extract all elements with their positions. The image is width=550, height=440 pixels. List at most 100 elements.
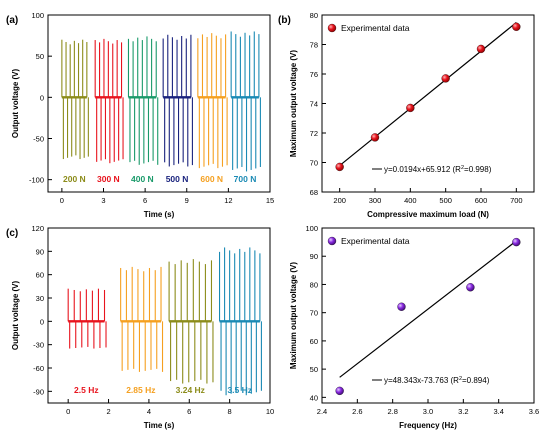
- x-tick-label: 0: [60, 196, 64, 205]
- data-point: [512, 22, 521, 31]
- burst-500-n: 500 N: [162, 34, 193, 184]
- burst-700-n: 700 N: [230, 31, 261, 184]
- data-point: [466, 283, 475, 292]
- burst-400-n: 400 N: [127, 36, 159, 184]
- panel-c-time-series: 0 2 4 6 8 10 -90 -60 -30 0 30 60 90 120 Time (s) Output…: [6, 224, 274, 430]
- burst-label: 200 N: [63, 174, 86, 184]
- x-tick-label: 6: [143, 196, 147, 205]
- y-tick-label: 78: [310, 41, 318, 50]
- x-tick-label: 3.6: [529, 407, 539, 416]
- y-tick-label: 40: [310, 393, 318, 402]
- x-tick-label: 2.4: [317, 407, 327, 416]
- y-tick-label: 30: [36, 294, 44, 303]
- burst-label: 700 N: [234, 174, 257, 184]
- fit-line: [339, 240, 517, 378]
- x-tick-label: 4: [147, 407, 151, 416]
- x-tick-label: 300: [369, 196, 382, 205]
- burst-label: 3.24 Hz: [176, 385, 205, 395]
- y-tick-label: 72: [310, 129, 318, 138]
- y-tick-label: -60: [33, 364, 44, 373]
- burst-label: 400 N: [131, 174, 154, 184]
- y-tick-label: 0: [40, 317, 44, 326]
- y-tick-label: 50: [36, 52, 44, 61]
- legend-marker: [327, 23, 337, 33]
- data-point: [441, 74, 450, 83]
- burst-label: 2.85 Hz: [126, 385, 155, 395]
- x-tick-label: 8: [228, 407, 232, 416]
- panel-label: (a): [6, 15, 18, 26]
- y-tick-label: 120: [31, 224, 44, 233]
- panel-d-frequency-vs-voltage: 2.4 2.6 2.8 3.0 3.2 3.4 3.6 40 50 60 70 80 90 100 Freq…: [289, 224, 539, 430]
- burst-label: 600 N: [200, 174, 223, 184]
- x-axis-label: Time (s): [144, 421, 175, 430]
- x-tick-label: 0: [66, 407, 70, 416]
- y-tick-label: 76: [310, 70, 318, 79]
- y-tick-label: 70: [310, 159, 318, 168]
- x-axis-label: Compressive maximum load (N): [367, 210, 489, 219]
- x-tick-label: 2.8: [387, 407, 397, 416]
- x-axis-label: Time (s): [144, 210, 175, 219]
- data-point: [335, 162, 344, 172]
- y-tick-label: 90: [310, 252, 318, 261]
- y-axis-label: Maximum output voltage (V): [289, 262, 298, 369]
- legend-label: Experimental data: [341, 23, 410, 33]
- burst-label: 300 N: [97, 174, 120, 184]
- y-tick-label: 80: [310, 280, 318, 289]
- data-point: [406, 103, 415, 113]
- burst-label: 3.5 Hz: [227, 385, 252, 395]
- plot-frame: [47, 14, 271, 193]
- x-tick-label: 15: [266, 196, 274, 205]
- y-tick-label: 90: [36, 247, 44, 256]
- x-tick-label: 9: [185, 196, 189, 205]
- x-tick-label: 3: [101, 196, 105, 205]
- y-tick-label: 70: [310, 309, 318, 318]
- y-tick-label: -30: [33, 341, 44, 350]
- x-tick-label: 6: [187, 407, 191, 416]
- panel-label: (b): [278, 15, 291, 26]
- fit-equation: y=48.343x-73.763 (R2=0.894): [384, 376, 490, 385]
- y-axis-label: Maximum output voltage (V): [289, 50, 298, 157]
- x-tick-label: 10: [266, 407, 274, 416]
- burst-3.24-hz: 3.24 Hz: [168, 259, 214, 395]
- x-tick-label: 200: [333, 196, 346, 205]
- burst-2.5-hz: 2.5 Hz: [67, 288, 107, 395]
- burst-3.5-hz: 3.5 Hz: [218, 247, 262, 396]
- plot-frame: [47, 227, 271, 404]
- panel-b-load-vs-voltage: 200 300 400 500 600 700 68 70 72 74 76 78 80 Compress…: [278, 11, 535, 219]
- x-tick-label: 2.6: [352, 407, 362, 416]
- x-tick-label: 12: [224, 196, 232, 205]
- data-point: [476, 44, 486, 54]
- y-tick-label: 50: [310, 365, 318, 374]
- data-point: [370, 133, 380, 142]
- x-tick-label: 500: [439, 196, 452, 205]
- x-tick-label: 3.0: [423, 407, 433, 416]
- x-tick-label: 3.2: [458, 407, 468, 416]
- data-point: [335, 386, 344, 396]
- y-tick-label: -100: [29, 176, 44, 185]
- y-tick-label: 100: [31, 11, 44, 20]
- x-tick-label: 600: [475, 196, 488, 205]
- x-tick-label: 2: [106, 407, 110, 416]
- legend-marker: [327, 236, 337, 246]
- data-point: [397, 302, 406, 311]
- x-tick-label: 3.4: [493, 407, 503, 416]
- burst-label: 2.5 Hz: [74, 385, 99, 395]
- y-tick-label: 68: [310, 188, 318, 197]
- burst-2.85-hz: 2.85 Hz: [120, 266, 164, 395]
- y-axis-label: Output voltage (V): [11, 281, 20, 351]
- y-tick-label: 60: [36, 271, 44, 280]
- y-tick-label: 100: [305, 224, 318, 233]
- x-axis-label: Frequency (Hz): [399, 421, 457, 430]
- x-tick-label: 700: [510, 196, 523, 205]
- data-point: [512, 237, 521, 247]
- burst-600-n: 600 N: [197, 33, 228, 184]
- y-tick-label: 80: [310, 11, 318, 20]
- y-tick-label: 0: [40, 93, 44, 102]
- x-tick-label: 400: [404, 196, 417, 205]
- fit-equation: y=0.0194x+65.912 (R2=0.998): [384, 165, 492, 174]
- fit-line: [339, 22, 517, 167]
- y-tick-label: -90: [33, 387, 44, 396]
- y-tick-label: 74: [310, 100, 318, 109]
- y-tick-label: -50: [33, 134, 44, 143]
